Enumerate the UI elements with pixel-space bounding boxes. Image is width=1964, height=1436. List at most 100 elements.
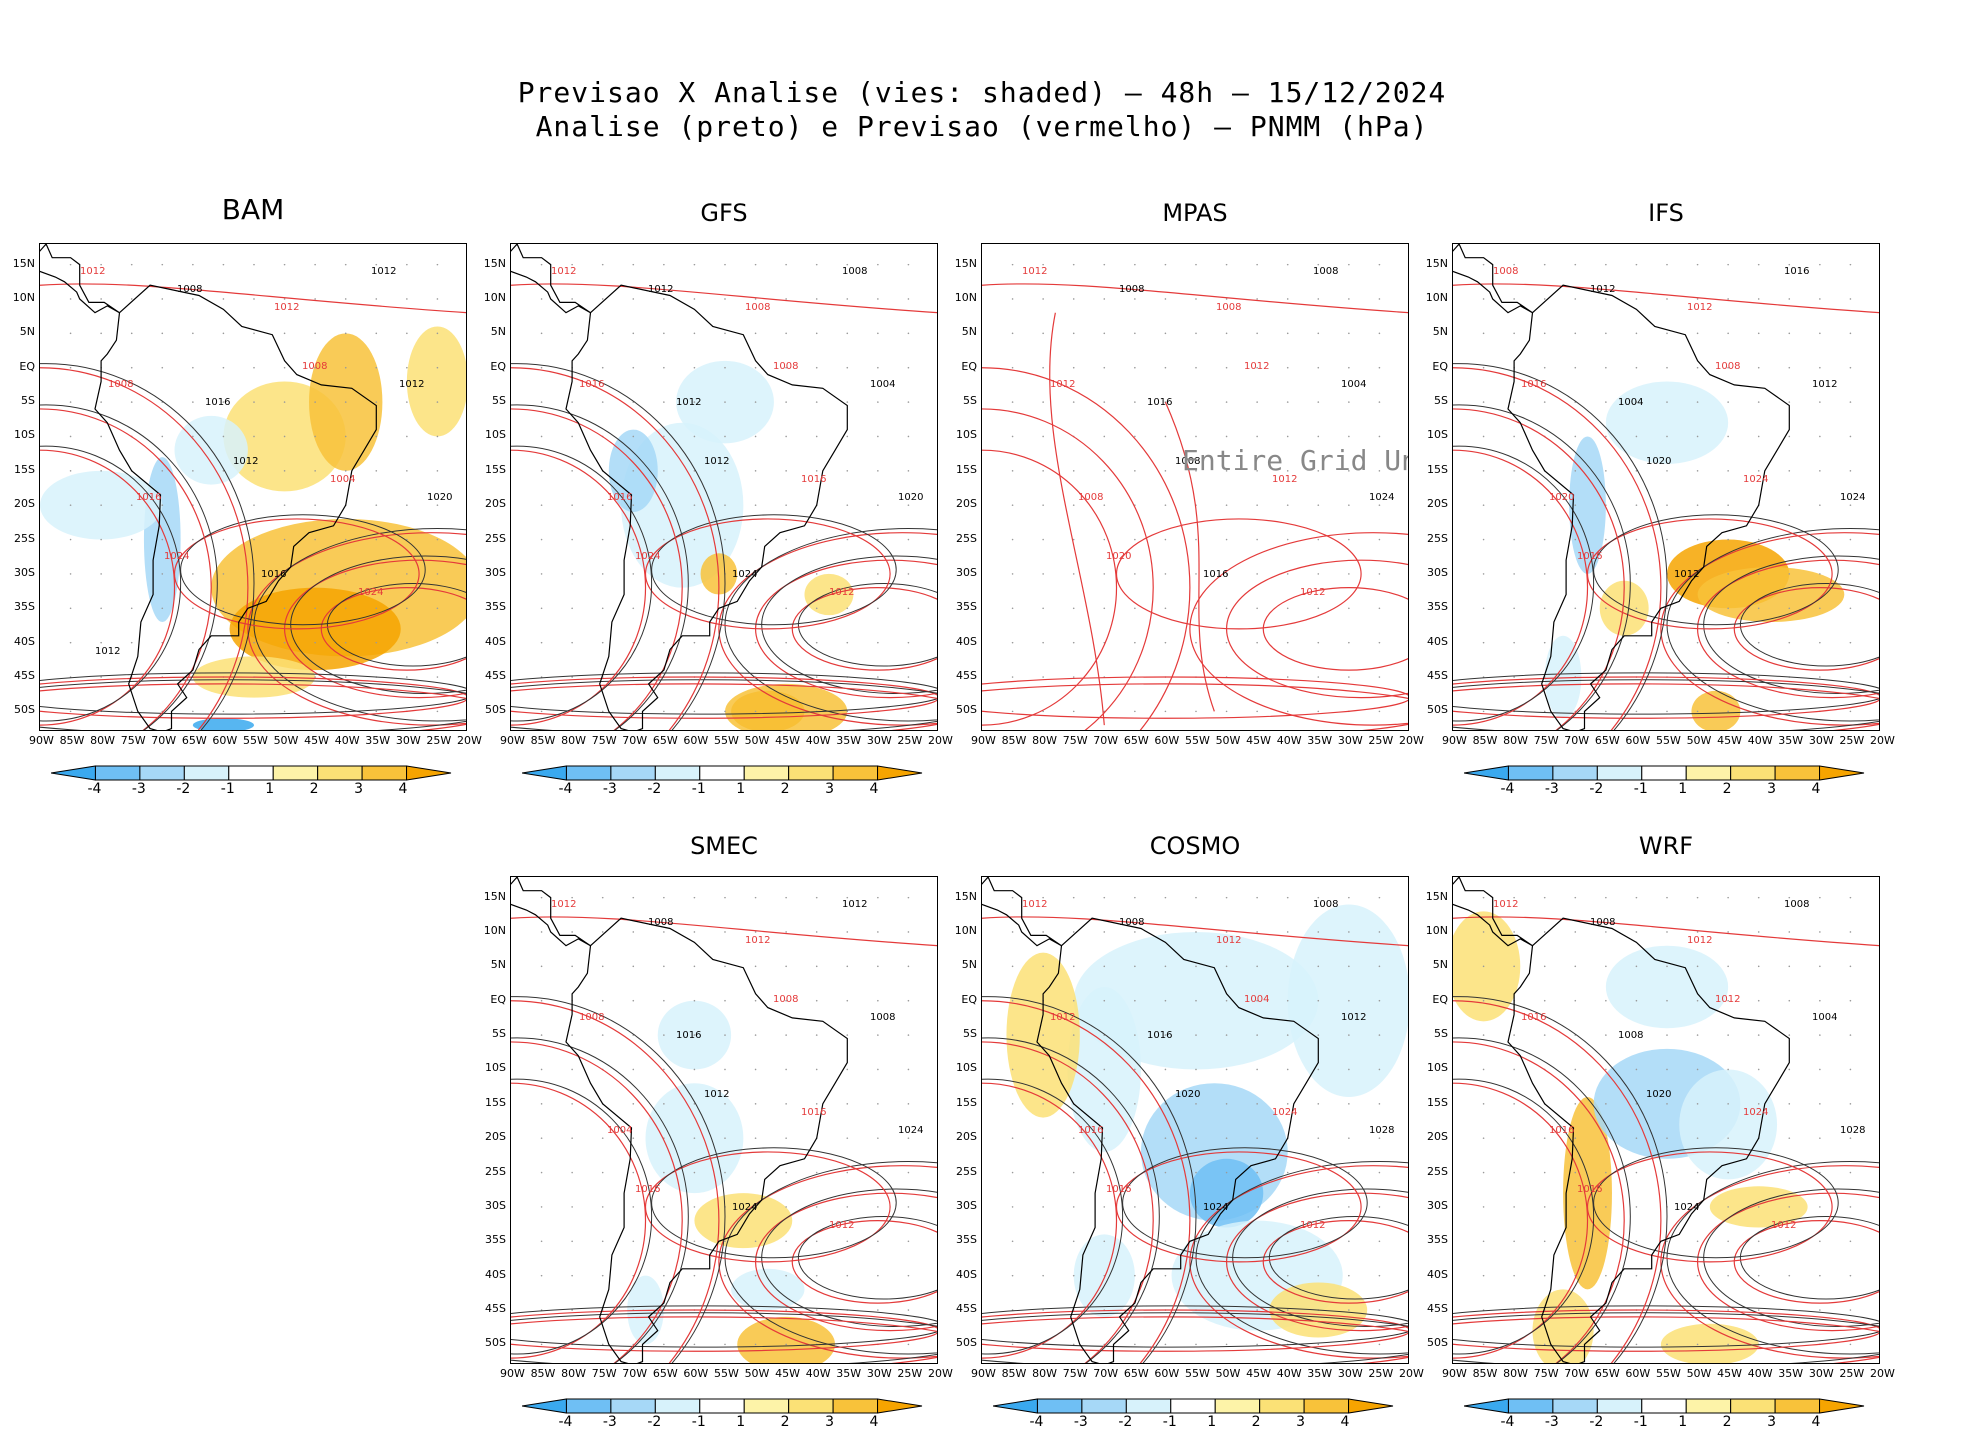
- forecast-isobar: [40, 408, 212, 730]
- lat-tick-label: 45S: [1427, 669, 1448, 682]
- isobar-label: 1012: [829, 587, 854, 598]
- lon-tick-label: 45W: [775, 1367, 801, 1380]
- forecast-isobar: [1049, 312, 1105, 726]
- panel-title: WRF: [1638, 832, 1694, 860]
- analysis-isobar: [1739, 583, 1879, 667]
- lon-tick-label: 25W: [1839, 734, 1865, 747]
- isobar-label: 1024: [732, 1202, 757, 1213]
- colorbar-container: [1463, 1398, 1884, 1418]
- forecast-isobar: [511, 1082, 647, 1359]
- forecast-isobar: [40, 283, 466, 314]
- forecast-isobar: [1164, 401, 1215, 712]
- lat-tick-label: EQ: [1432, 359, 1448, 373]
- map-frame: 1012 1008 1008 1008 1012 1016 1012 1004 1008 1008…: [981, 243, 1409, 731]
- colorbar-label: -3: [602, 781, 617, 797]
- lat-tick-label: 50S: [485, 1336, 506, 1350]
- colorbar-label: 1: [1678, 1414, 1688, 1430]
- colorbar-segment: [1036, 1398, 1083, 1414]
- isobar-label: 1024: [358, 587, 383, 598]
- lat-tick-label: 10N: [483, 290, 506, 304]
- forecast-isobar: [1453, 283, 1879, 314]
- lon-tick-label: 85W: [1472, 1367, 1498, 1380]
- lat-tick-label: 30S: [485, 565, 506, 579]
- isobar-label: 1016: [136, 492, 161, 503]
- colorbar-segment: [788, 1398, 834, 1414]
- isobar-label: 1012: [1244, 361, 1269, 372]
- forecast-isobar: [40, 683, 466, 730]
- analysis-isobar: [511, 996, 726, 1363]
- colorbar-segment: [654, 1398, 701, 1414]
- isobar-label: 1008: [870, 1012, 895, 1023]
- forecast-isobar: [791, 587, 937, 671]
- colorbar-segment: [699, 1398, 745, 1414]
- analysis-isobar: [40, 363, 255, 730]
- lon-tick-label: 90W: [500, 734, 525, 747]
- isobar-label: 1012: [829, 1220, 854, 1231]
- map-svg: 1008 1012 1012 1016 1016 1004 1008 1012 1020 1020…: [1453, 244, 1879, 730]
- analysis-isobar: [982, 996, 1197, 1363]
- isobar-label: 1024: [732, 569, 757, 580]
- lat-tick-label: 5S: [492, 1027, 506, 1041]
- lon-tick-label: 80W: [1032, 1367, 1058, 1380]
- lon-tick-label: 50W: [1215, 1367, 1241, 1380]
- analysis-isobar: [1195, 1161, 1408, 1355]
- analysis-isobar: [651, 514, 897, 626]
- colorbar-segment: [406, 765, 452, 781]
- isobar-label: 1008: [773, 994, 798, 1005]
- colorbar-label: -1: [1633, 1414, 1648, 1430]
- colorbar-segment: [1170, 1398, 1216, 1414]
- isobar-label: 1012: [551, 266, 576, 277]
- lon-tick-label: 75W: [591, 734, 617, 747]
- isobar-label: 1016: [1106, 1184, 1131, 1195]
- lon-tick-label: 30W: [866, 734, 892, 747]
- colorbar-segment: [1303, 1398, 1350, 1414]
- map-svg: 1012 1008 1012 1008 1016 1008 1012 1004 1016 1020…: [1453, 877, 1879, 1363]
- isobar-label: 1016: [1147, 1030, 1172, 1041]
- analysis-isobar: [1666, 1161, 1879, 1355]
- lat-tick-label: 40S: [14, 634, 35, 648]
- isobar-label: 1008: [842, 266, 867, 277]
- analysis-isobar: [511, 404, 689, 730]
- colorbar-segment: [1125, 1398, 1172, 1414]
- colorbar-segment: [1348, 1398, 1394, 1414]
- lat-tick-label: EQ: [490, 992, 506, 1006]
- lon-tick-label: 30W: [395, 734, 421, 747]
- isobar-label: 1012: [1300, 587, 1325, 598]
- forecast-isobar: [1115, 1151, 1362, 1263]
- map-svg: 1012 1008 1012 1012 1008 1016 1008 1012 1016 1012…: [40, 244, 466, 730]
- analysis-isobar: [1453, 1037, 1631, 1363]
- isobar-label: 1012: [704, 456, 729, 467]
- lat-tick-label: EQ: [1432, 992, 1448, 1006]
- lon-tick-label: 30W: [1337, 1367, 1363, 1380]
- south-america-coastline: [94, 284, 377, 730]
- lon-tick-label: 65W: [1594, 734, 1620, 747]
- forecast-isobar: [511, 449, 647, 726]
- forecast-isobar: [1660, 1165, 1879, 1359]
- lat-tick-label: 15S: [956, 462, 977, 476]
- map-svg: 1012 1008 1012 1008 1012 1016 1004 1012 1016 1020…: [982, 877, 1408, 1363]
- forecast-isobar: [1262, 587, 1408, 671]
- forecast-isobar: [644, 518, 891, 630]
- colorbar-segment: [877, 765, 923, 781]
- forecast-isobar: [511, 1309, 937, 1352]
- colorbar-label: -4: [558, 781, 573, 797]
- colorbar-label: -3: [602, 1414, 617, 1430]
- forecast-isobar: [1453, 1082, 1589, 1359]
- central-america-coastline: [982, 877, 1062, 947]
- map-svg: 1012 1008 1012 1012 1008 1016 1008 1008 1004 1012…: [511, 877, 937, 1363]
- lat-tick-label: 25S: [14, 531, 35, 545]
- lon-tick-label: 50W: [273, 734, 299, 747]
- analysis-isobar: [1739, 1216, 1879, 1300]
- forecast-isobar: [40, 367, 249, 730]
- lat-tick-label: 20S: [485, 497, 506, 511]
- lon-tick-label: 25W: [1368, 1367, 1394, 1380]
- colorbar-label: 2: [780, 781, 790, 797]
- forecast-isobar: [1453, 449, 1589, 726]
- isobar-label: 1024: [1674, 1202, 1699, 1213]
- bias-shading: [1544, 635, 1582, 719]
- isobar-label: 1012: [1715, 994, 1740, 1005]
- lat-tick-label: 10S: [956, 1061, 977, 1075]
- isobar-label: 1012: [1050, 1012, 1075, 1023]
- isobar-label: 1008: [1590, 917, 1615, 928]
- colorbar-label: -1: [220, 781, 235, 797]
